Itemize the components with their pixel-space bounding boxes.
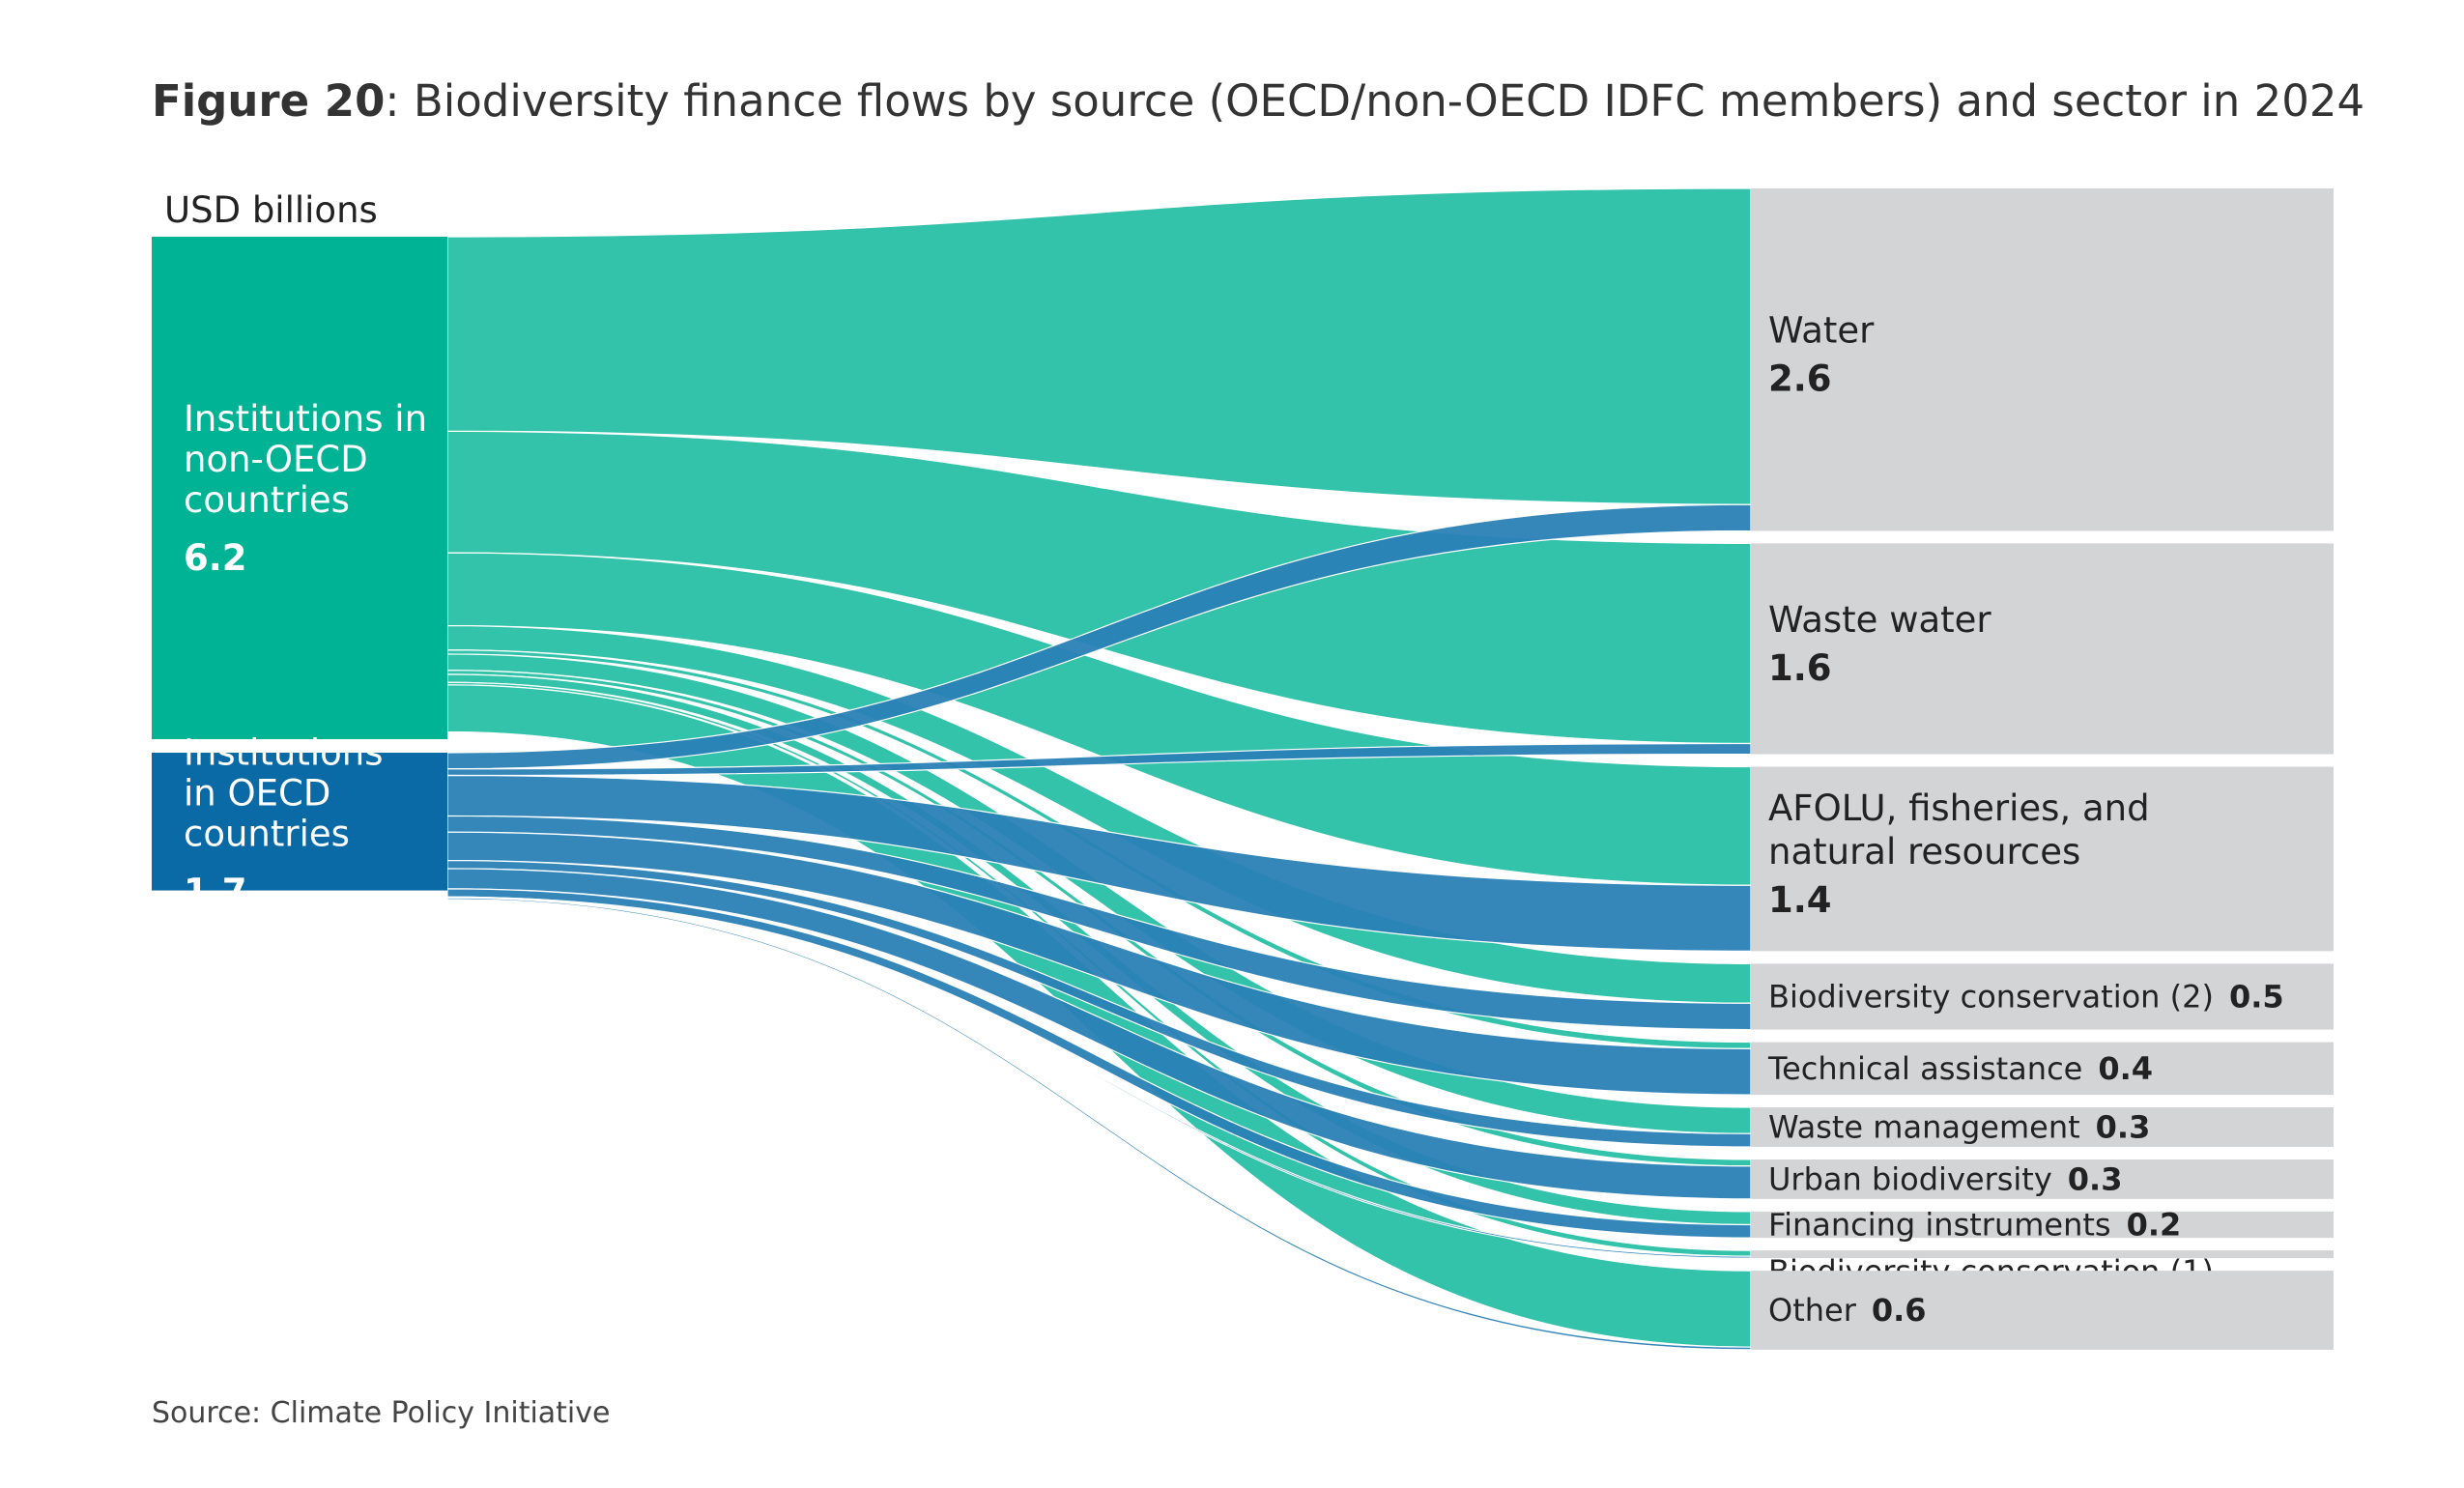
target-label-afolu: AFOLU, fisheries, and natural resources [1768,787,2150,873]
flow-oecd-to-biodiv1 [446,896,1752,1259]
source-note: Source: Climate Policy Initiative [152,1396,611,1430]
target-label-fin_instr: Financing instruments 0.2 [1768,1206,2181,1243]
source-label-line: countries [184,479,350,521]
source-value-oecd: 1.7 [184,871,247,912]
target-label-text: Biodiversity conservation (2) [1768,978,2214,1015]
flow-links [446,187,1752,1351]
target-label-urban: Urban biodiversity 0.3 [1768,1160,2122,1197]
target-node-other [1751,1271,2334,1350]
target-value-other: 0.6 [1872,1292,1927,1329]
figure-number: Figure 20 [152,75,386,127]
target-label-water: Water [1768,310,1875,352]
flow-oecd-to-tech [446,831,1752,1096]
chart-title: Figure 20: Biodiversity finance flows by… [152,75,2364,127]
flow-oecd-to-waste_water [446,742,1752,777]
target-value-urban: 0.3 [2068,1160,2123,1197]
source-label-line: countries [184,813,350,854]
target-label-text: Technical assistance [1767,1050,2082,1087]
target-label-tech: Technical assistance 0.4 [1767,1050,2153,1087]
target-label-line: Water [1768,310,1875,352]
target-value-biodiv2: 0.5 [2229,978,2284,1015]
target-value-water: 2.6 [1768,358,1832,400]
target-label-text: Waste management [1768,1109,2080,1146]
target-node-afolu [1751,766,2334,952]
target-label-line: AFOLU, fisheries, and [1768,787,2150,829]
source-label-line: in OECD [184,772,330,814]
target-label-text: Other [1768,1292,1857,1329]
target-node-waste_mgmt [1751,1107,2334,1147]
target-label-biodiv2: Biodiversity conservation (2) 0.5 [1768,978,2284,1015]
title-text: : Biodiversity finance flows by source (… [385,75,2365,127]
flow-oecd-to-urban [446,868,1752,1200]
flow-oecd-to-biodiv2 [446,815,1752,1031]
target-label-waste_water: Waste water [1768,599,1991,641]
target-label-other: Other 0.6 [1768,1292,1927,1329]
source-node-non_oecd [152,237,447,739]
unit-label: USD billions [164,189,378,231]
flow-oecd-to-afolu [446,774,1752,952]
target-value-tech: 0.4 [2098,1050,2153,1087]
target-value-fin_instr: 0.2 [2127,1206,2182,1243]
target-label-line: natural resources [1768,831,2080,873]
target-label-text: Financing instruments [1768,1206,2111,1243]
target-node-fin_instr [1751,1211,2334,1239]
target-value-afolu: 1.4 [1768,879,1832,921]
target-label-text: Urban biodiversity [1768,1160,2052,1197]
source-label-line: Institutions [184,731,384,773]
source-label-line: non-OECD [184,439,368,480]
target-node-water [1751,188,2334,531]
source-label-line: Institutions in [184,398,427,440]
target-label-waste_mgmt: Waste management 0.3 [1768,1109,2150,1146]
target-value-waste_mgmt: 0.3 [2096,1109,2151,1146]
source-value-non_oecd: 6.2 [184,537,247,579]
target-value-waste_water: 1.6 [1768,647,1832,689]
target-node-urban [1751,1159,2334,1199]
target-label-line: Waste water [1768,599,1991,641]
target-node-biodiv2 [1751,963,2334,1030]
source-node-oecd [152,752,447,891]
target-node-tech [1751,1042,2334,1096]
target-node-biodiv1 [1751,1250,2334,1259]
target-node-waste_water [1751,543,2334,755]
source-label-oecd: Institutions in OECD countries [184,731,384,854]
flow-oecd-to-fin_instr [446,888,1752,1239]
source-label-non_oecd: Institutions in non-OECD countries [184,398,427,521]
